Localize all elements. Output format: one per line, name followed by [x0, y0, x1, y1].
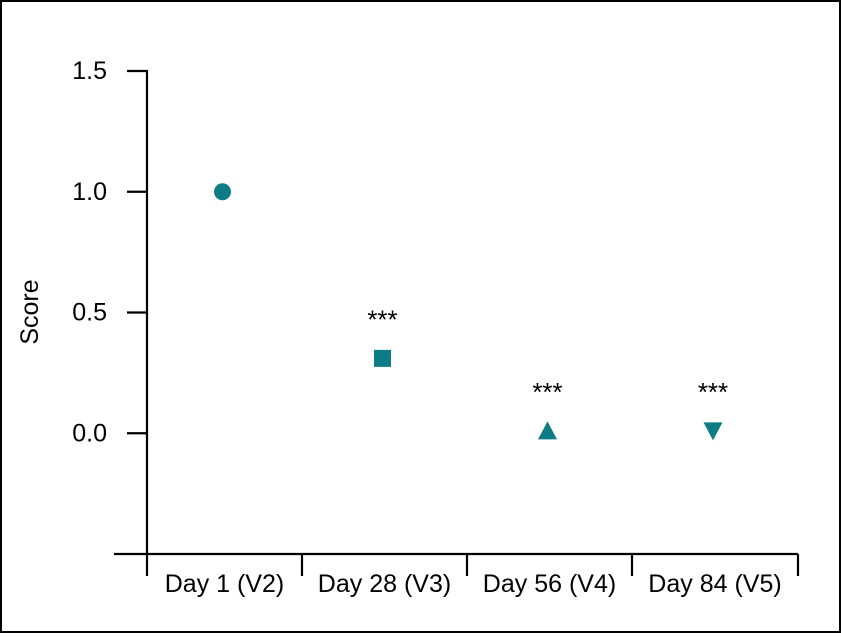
axes-layer — [114, 69, 800, 576]
significance-stars: *** — [367, 304, 397, 334]
marker-circle — [214, 183, 231, 201]
significance-stars: *** — [698, 377, 728, 407]
x-category-label: Day 56 (V4) — [483, 570, 616, 598]
y-tick-label: 1.5 — [72, 57, 107, 85]
x-category-label: Day 28 (V3) — [318, 570, 451, 598]
x-category-label: Day 1 (V2) — [165, 570, 284, 598]
marker-triangle-up — [538, 421, 557, 440]
y-tick-label: 0.0 — [72, 419, 107, 447]
x-category-label: Day 84 (V5) — [648, 570, 781, 598]
significance-layer: *** *** *** — [367, 304, 728, 406]
y-axis-title: Score — [16, 279, 44, 344]
y-tick-label: 0.5 — [72, 299, 107, 327]
marker-square — [374, 349, 391, 367]
significance-stars: *** — [532, 377, 562, 407]
y-tick-label: 1.0 — [72, 178, 107, 206]
marker-triangle-down — [703, 422, 723, 441]
axis-labels-layer: 0.0 0.5 1.0 1.5 Day 1 (V2) Day 28 (V3) Day 56 … — [72, 57, 781, 598]
data-points-layer — [214, 183, 723, 441]
